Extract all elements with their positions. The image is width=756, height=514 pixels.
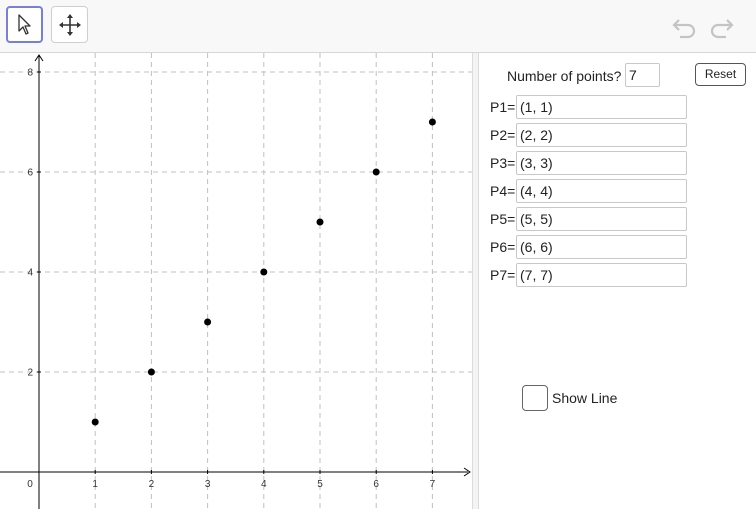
- number-of-points-input[interactable]: 7: [625, 63, 660, 87]
- point-label-p1: P1=: [490, 99, 516, 115]
- toolbar: [0, 0, 756, 53]
- reset-button[interactable]: Reset: [695, 63, 746, 86]
- undo-button[interactable]: [670, 12, 700, 42]
- show-line-checkbox[interactable]: [522, 385, 548, 411]
- point-label-p5: P5=: [490, 211, 516, 227]
- panel-divider[interactable]: [472, 53, 479, 509]
- x-tick-label: 0: [27, 479, 33, 490]
- undo-icon: [672, 19, 696, 39]
- point-label-p2: P2=: [490, 127, 516, 143]
- redo-icon: [710, 19, 734, 39]
- point-input-p5[interactable]: (5, 5): [516, 207, 687, 231]
- point-label-p6: P6=: [490, 239, 516, 255]
- x-axis-arrow-icon: [463, 467, 471, 477]
- point-p5[interactable]: [316, 218, 324, 226]
- x-tick-label: 5: [317, 479, 323, 490]
- point-p3[interactable]: [204, 318, 212, 326]
- point-label-p7: P7=: [490, 267, 516, 283]
- point-input-p6[interactable]: (6, 6): [516, 235, 687, 259]
- graphics-view[interactable]: 0 1 2 3 4 5 6 7 2 4 6 8: [0, 53, 472, 509]
- point-input-p7[interactable]: (7, 7): [516, 263, 687, 287]
- redo-button[interactable]: [706, 12, 736, 42]
- cursor-arrow-icon: [17, 13, 31, 35]
- x-tick-label: 2: [149, 479, 155, 490]
- point-label-p3: P3=: [490, 155, 516, 171]
- x-tick-label: 4: [261, 479, 267, 490]
- move-tool-button[interactable]: [6, 6, 43, 43]
- show-line-label: Show Line: [552, 390, 618, 406]
- x-tick-label: 7: [430, 479, 436, 490]
- point-input-p4[interactable]: (4, 4): [516, 179, 687, 203]
- point-p4[interactable]: [260, 268, 268, 276]
- number-of-points-label: Number of points?: [507, 68, 622, 84]
- point-input-p2[interactable]: (2, 2): [516, 123, 687, 147]
- move-graphics-view-button[interactable]: [51, 6, 88, 43]
- x-tick-label: 6: [373, 479, 379, 490]
- point-p1[interactable]: [91, 418, 99, 426]
- point-p7[interactable]: [428, 118, 436, 126]
- four-way-arrow-icon: [58, 13, 81, 36]
- point-input-p1[interactable]: (1, 1): [516, 95, 687, 119]
- point-p2[interactable]: [147, 368, 155, 376]
- y-axis-arrow-icon: [34, 54, 44, 62]
- point-p6[interactable]: [372, 168, 380, 176]
- coordinate-plane[interactable]: 0 1 2 3 4 5 6 7 2 4 6 8: [0, 53, 472, 509]
- point-label-p4: P4=: [490, 183, 516, 199]
- x-tick-label: 3: [205, 479, 211, 490]
- y-tick-label: 6: [27, 168, 33, 179]
- x-tick-label: 1: [92, 479, 98, 490]
- y-tick-label: 4: [27, 268, 33, 279]
- y-tick-label: 2: [27, 368, 33, 379]
- point-input-p3[interactable]: (3, 3): [516, 151, 687, 175]
- y-tick-label: 8: [27, 68, 33, 79]
